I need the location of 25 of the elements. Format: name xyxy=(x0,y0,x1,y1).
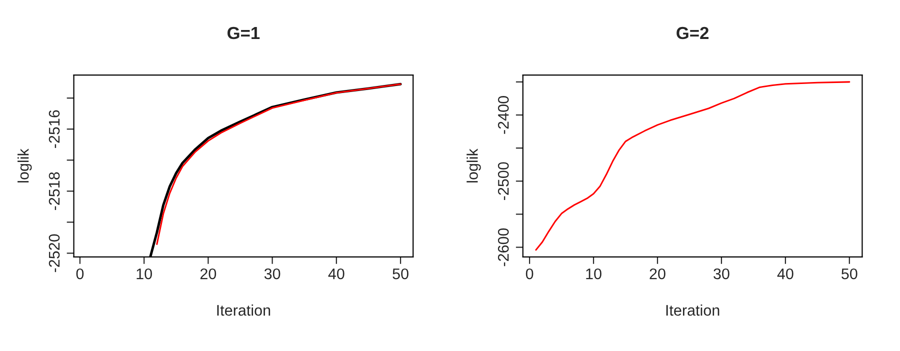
x-tick-label: 0 xyxy=(526,268,534,280)
x-axis-title: Iteration xyxy=(666,304,720,316)
y-tick-label: -2518 xyxy=(48,172,60,210)
x-tick-label: 50 xyxy=(392,268,408,280)
y-tick-label: -2500 xyxy=(498,162,509,200)
y-tick-label: -2520 xyxy=(48,234,60,272)
x-tick-label: 30 xyxy=(264,268,280,280)
y-tick-label: -2516 xyxy=(48,110,60,148)
x-tick-label: 20 xyxy=(650,268,666,280)
x-tick-label: 10 xyxy=(586,268,602,280)
x-tick-label: 10 xyxy=(136,268,152,280)
x-axis-title: Iteration xyxy=(217,304,270,316)
y-tick-label: -2400 xyxy=(498,96,509,134)
chart-title: G=1 xyxy=(228,26,260,40)
chart-title: G=2 xyxy=(676,26,709,40)
x-tick-label: 0 xyxy=(76,268,84,280)
y-tick-label: -2600 xyxy=(498,228,509,266)
y-axis-title: loglik xyxy=(18,148,32,182)
line-series xyxy=(535,81,850,251)
x-tick-label: 30 xyxy=(714,268,730,280)
x-tick-label: 20 xyxy=(200,268,216,280)
x-tick-label: 50 xyxy=(842,268,858,280)
x-tick-label: 40 xyxy=(777,268,794,280)
x-tick-label: 40 xyxy=(328,268,344,280)
y-axis-title: loglik xyxy=(466,148,481,182)
